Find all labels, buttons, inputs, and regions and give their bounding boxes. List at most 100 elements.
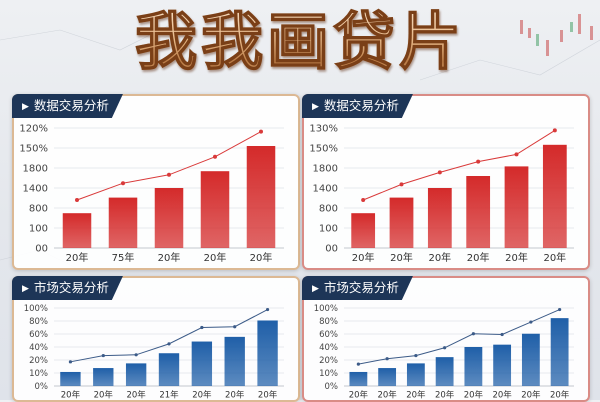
y-tick-label: 1800: [23, 164, 48, 175]
x-tick-label: 75年: [112, 251, 135, 264]
y-tick-label: 1400: [313, 184, 338, 195]
bar: [464, 347, 483, 386]
panel-title-3: ▶ 市场交易分析: [12, 276, 123, 300]
y-tick-label: 100: [319, 224, 338, 235]
y-tick-label: 20%: [319, 356, 338, 366]
bar: [349, 371, 368, 386]
bar: [504, 166, 529, 248]
x-tick-label: 20年: [192, 390, 212, 401]
bar: [351, 213, 376, 248]
trend-point: [167, 172, 171, 177]
chart-4: 100% 80% 60% 40% 20% 10% 0% 20年 20年 20年 20年 20年 20年 2…: [314, 304, 574, 401]
trend-point: [75, 198, 79, 202]
bar: [542, 144, 567, 248]
y-tick-label: 100: [29, 224, 48, 235]
y-tick-label: 150%: [19, 144, 48, 155]
trend-point: [259, 129, 263, 134]
bar: [154, 188, 184, 248]
panel-title-text: 数据交易分析: [33, 98, 109, 113]
trend-point: [514, 152, 519, 157]
y-tick-label: 40%: [29, 343, 48, 353]
x-tick-label: 20年: [406, 390, 426, 401]
y-tick-label: 120%: [19, 124, 48, 135]
bar: [60, 371, 81, 386]
trend-point: [529, 320, 533, 324]
trend-point: [356, 362, 360, 366]
y-tick-label: 40%: [319, 343, 338, 353]
chart-2: 130% 150% 1800 1400 800 100 00 20年 20年 20年 20年 20年 2…: [309, 124, 574, 264]
trend-point: [476, 159, 481, 164]
x-tick-label: 20年: [250, 251, 273, 264]
chart-3: 100% 80% 60% 40% 20% 10% 0% 20年 20年 20年 21年 20年 20年 2…: [24, 304, 284, 401]
play-icon: ▶: [22, 102, 29, 112]
trend-line: [358, 309, 560, 365]
y-tick-label: 80%: [29, 317, 48, 327]
play-icon: ▶: [312, 102, 319, 112]
y-tick-label: 10%: [29, 369, 48, 379]
y-tick-label: 1800: [313, 164, 338, 175]
panel-title-text: 市场交易分析: [323, 280, 399, 295]
trend-point: [443, 346, 447, 350]
bar: [493, 344, 512, 386]
bar: [550, 318, 569, 386]
trend-point: [101, 353, 105, 358]
play-icon: ▶: [312, 284, 319, 294]
panel-title-1: ▶ 数据交易分析: [12, 94, 123, 118]
x-tick-label: 20年: [126, 390, 146, 401]
chart-panel-2: ▶ 数据交易分析 130% 150% 1800 1400 800 100 00 20年 20年 20…: [302, 94, 590, 270]
bar: [158, 353, 180, 386]
x-tick-label: 20年: [505, 251, 528, 264]
x-tick-label: 20年: [158, 251, 181, 264]
trend-point: [437, 170, 442, 175]
trend-point: [265, 307, 270, 312]
x-tick-label: 20年: [225, 390, 245, 401]
panel-title-text: 市场交易分析: [33, 280, 109, 295]
y-tick-label: 130%: [309, 124, 338, 135]
panel-title-text: 数据交易分析: [323, 98, 399, 113]
bar: [435, 357, 454, 386]
trend-point: [471, 332, 475, 336]
bar: [200, 171, 230, 248]
y-tick-label: 800: [319, 204, 338, 215]
bar: [406, 363, 425, 386]
bar: [108, 197, 138, 248]
y-tick-label: 150%: [309, 144, 338, 155]
x-tick-label: 20年: [352, 251, 375, 264]
trend-point: [167, 342, 171, 346]
bar: [62, 213, 92, 248]
x-tick-label: 20年: [377, 390, 397, 401]
bar: [389, 197, 414, 248]
y-tick-label: 0%: [35, 382, 49, 392]
trend-point: [134, 353, 138, 357]
y-tick-label: 60%: [319, 330, 338, 340]
chart-panel-4: ▶ 市场交易分析 100% 80% 60% 40% 20% 10% 0% 20年 20年 20年 20…: [302, 276, 590, 402]
x-tick-label: 20年: [521, 390, 541, 401]
trend-point: [385, 357, 389, 361]
panel-title-2: ▶ 数据交易分析: [302, 94, 413, 118]
x-tick-label: 20年: [66, 251, 89, 264]
y-tick-label: 60%: [29, 330, 48, 340]
trend-point: [68, 360, 73, 364]
chart-panel-3: ▶ 市场交易分析 100% 80% 60% 40% 20% 10% 0% 20年 20年 20年 21…: [12, 276, 300, 402]
x-tick-label: 20年: [61, 390, 81, 401]
trend-point: [500, 332, 504, 337]
x-tick-label: 20年: [543, 251, 566, 264]
bar: [521, 333, 540, 386]
y-tick-label: 00: [35, 244, 48, 255]
y-tick-label: 800: [29, 204, 48, 215]
trend-point: [552, 128, 557, 133]
x-tick-label: 20年: [428, 251, 451, 264]
x-tick-label: 20年: [94, 390, 114, 401]
bar: [246, 146, 276, 248]
x-tick-label: 20年: [464, 390, 484, 401]
y-tick-label: 80%: [319, 317, 338, 327]
bar: [125, 363, 147, 386]
panel-title-4: ▶ 市场交易分析: [302, 276, 413, 300]
bar: [257, 320, 278, 386]
bar: [427, 188, 452, 248]
x-tick-label: 20年: [349, 390, 369, 401]
x-tick-label: 20年: [390, 251, 413, 264]
bar: [466, 176, 491, 248]
y-tick-label: 100%: [314, 304, 338, 314]
y-tick-label: 0%: [325, 382, 339, 392]
